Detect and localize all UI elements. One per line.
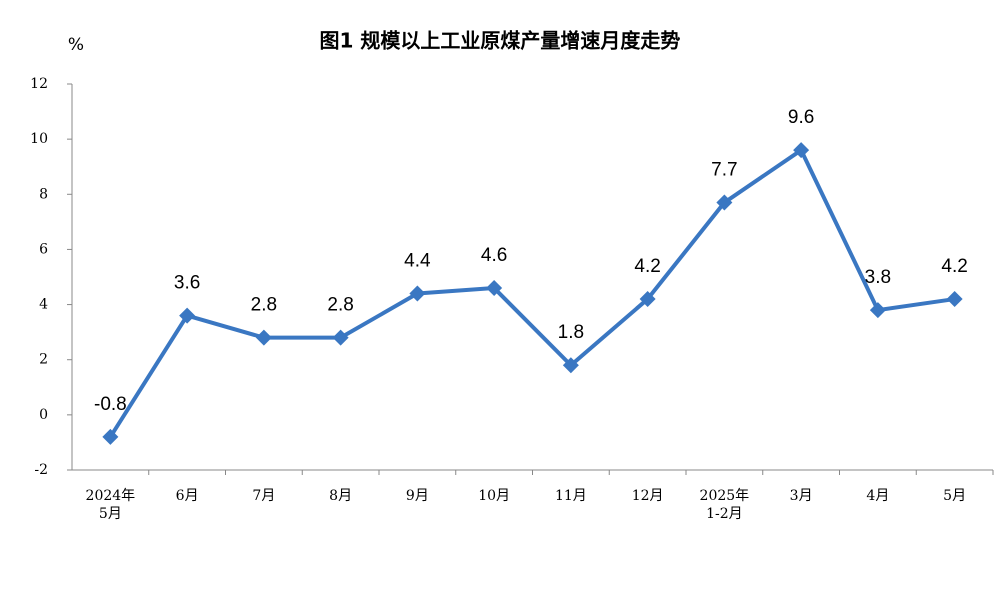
data-label: 3.8 [865,267,891,288]
y-tick-label: 0 [39,407,48,423]
x-tick-label: 10月 [478,488,510,504]
x-tick-label: 12月 [632,488,664,504]
x-tick-label: 2025年 1-2月 [700,488,750,522]
point-marker [869,302,886,319]
data-label: 4.2 [941,256,967,277]
data-label: 2.8 [327,295,353,316]
x-tick-label: 2024年 5月 [86,488,136,522]
point-marker [409,285,426,302]
data-label: 4.4 [404,251,431,272]
y-tick-label: 6 [39,241,48,257]
x-tick-label: 7月 [252,488,275,504]
data-label: -0.8 [94,394,127,415]
y-tick-label: 4 [39,297,48,313]
y-tick-label: 12 [30,76,48,92]
y-tick-label: -2 [34,462,48,478]
point-marker [486,280,503,297]
point-marker [332,329,349,346]
y-tick-label: 2 [39,352,48,368]
point-marker [255,329,272,346]
data-label: 1.8 [558,322,584,343]
x-tick-label: 11月 [555,488,587,504]
data-label: 7.7 [711,160,737,181]
series-line [108,148,955,438]
data-label: 4.6 [481,245,507,266]
data-label: 3.6 [174,273,200,294]
point-marker [716,194,733,211]
y-tick-label: 8 [39,186,48,202]
point-marker [946,291,963,308]
point-marker [102,428,119,445]
x-tick-label: 6月 [176,488,199,504]
data-label: 2.8 [251,295,277,316]
x-tick-label: 3月 [790,488,813,504]
x-tick-label: 9月 [406,488,429,504]
data-label: 4.2 [634,256,660,277]
point-marker [562,357,579,374]
y-axis-unit: % [68,35,84,55]
y-tick-label: 10 [30,131,48,147]
point-marker [639,291,656,308]
x-tick-label: 8月 [329,488,352,504]
chart-title: 图1 规模以上工业原煤产量增速月度走势 [320,29,681,53]
x-tick-label: 4月 [866,488,889,504]
point-marker [793,142,810,159]
point-marker [179,307,196,324]
data-label: 9.6 [788,107,814,128]
x-tick-label: 5月 [943,488,966,504]
